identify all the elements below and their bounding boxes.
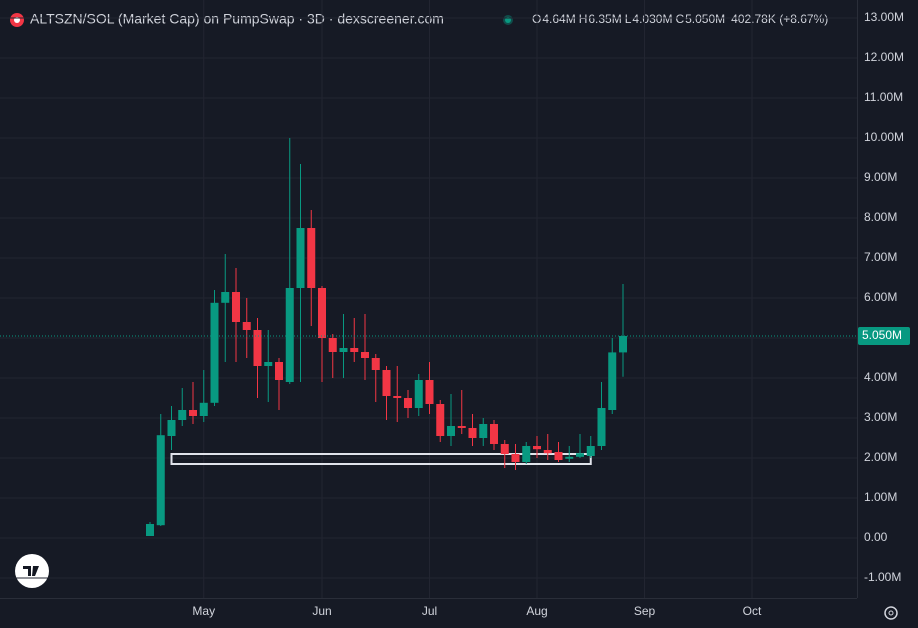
x-tick-label: Jun xyxy=(312,604,331,618)
y-tick-label: 12.00M xyxy=(864,50,904,64)
last-price-tag xyxy=(858,327,910,345)
candle-body xyxy=(597,408,606,446)
ohlc-change: 402.78K (+8.67%) xyxy=(731,12,828,26)
y-tick-label: 1.00M xyxy=(864,490,897,504)
candle-body xyxy=(457,426,466,428)
candle-body xyxy=(425,380,434,404)
candle-body xyxy=(543,450,552,454)
x-tick-label: Sep xyxy=(634,604,656,618)
candle-body xyxy=(318,288,326,338)
settings-button[interactable] xyxy=(884,606,898,620)
last-price-label: 5.050M xyxy=(862,328,902,342)
y-tick-label: 11.00M xyxy=(864,90,903,104)
y-tick-label: 4.00M xyxy=(864,370,897,384)
y-tick-label: 9.00M xyxy=(864,170,897,184)
y-tick-label: 13.00M xyxy=(864,10,904,24)
y-tick-label: 2.00M xyxy=(864,450,897,464)
candle-body xyxy=(339,348,348,352)
candle-body xyxy=(189,410,197,416)
candle-body xyxy=(232,292,240,322)
candle-body xyxy=(296,228,305,288)
candle-body xyxy=(576,453,584,457)
y-tick-label: -1.00M xyxy=(864,570,901,584)
logo-circle xyxy=(15,554,49,588)
candle-body xyxy=(490,424,498,444)
candle-body xyxy=(393,396,402,398)
candle-body xyxy=(619,336,627,353)
ohlc-key: H xyxy=(579,12,588,26)
y-tick-label: 7.00M xyxy=(864,250,897,264)
candle-body xyxy=(382,370,391,396)
candle-body xyxy=(468,428,477,438)
candle-body xyxy=(178,410,187,420)
candle-body xyxy=(511,454,520,462)
candle-body xyxy=(156,435,165,526)
candle-body xyxy=(533,446,541,450)
candle-body xyxy=(307,228,316,288)
candle-body xyxy=(371,358,380,370)
candle-body xyxy=(414,380,423,408)
candle-body xyxy=(436,404,445,436)
x-tick-label: May xyxy=(192,604,215,618)
ohlc-value: 4.64M xyxy=(542,12,575,26)
y-tick-label: 6.00M xyxy=(864,290,897,304)
ohlc-value: 6.35M xyxy=(588,12,621,26)
x-tick-label: Oct xyxy=(743,604,762,618)
candle-body xyxy=(350,348,359,352)
candle-body xyxy=(404,398,412,408)
candle-body xyxy=(328,338,337,352)
y-tick-label: 3.00M xyxy=(864,410,897,424)
candle-body xyxy=(285,288,294,382)
candle-body xyxy=(554,452,563,460)
candle-body xyxy=(447,426,455,436)
candle-body xyxy=(586,446,595,456)
candle-body xyxy=(221,292,230,303)
header-title: ALTSZN/SOL (Market Cap) on PumpSwap · 3D… xyxy=(30,11,444,27)
candle-body xyxy=(608,352,617,410)
candle-body xyxy=(522,446,531,462)
x-tick-label: Aug xyxy=(526,604,547,618)
y-tick-label: 8.00M xyxy=(864,210,897,224)
x-tick-label: Jul xyxy=(422,604,437,618)
logo xyxy=(15,554,49,588)
candle-body xyxy=(242,322,251,330)
candle-body xyxy=(479,424,488,438)
ohlc-value: 4.030M xyxy=(632,12,672,26)
candle-body xyxy=(253,330,262,366)
y-tick-label: 10.00M xyxy=(864,130,904,144)
logo-mark xyxy=(23,566,39,576)
candle-body xyxy=(565,456,574,459)
header: ALTSZN/SOL (Market Cap) on PumpSwap · 3D… xyxy=(10,11,828,27)
ohlc-key: L xyxy=(625,12,632,26)
grid xyxy=(0,0,857,598)
support-box xyxy=(170,453,592,465)
settings-icon[interactable] xyxy=(884,606,898,620)
candle-body xyxy=(167,420,176,436)
candle-body xyxy=(264,362,273,366)
candle-body xyxy=(146,524,154,536)
settings-icon-center[interactable] xyxy=(888,610,894,616)
y-tick-label: 0.00 xyxy=(864,530,888,544)
candle-body xyxy=(361,352,369,358)
ohlc-value: 5.050M xyxy=(685,12,725,26)
candle-body xyxy=(275,362,283,380)
candle-body xyxy=(500,444,509,454)
ohlc-key: C xyxy=(675,12,684,26)
candle-body xyxy=(210,302,219,403)
candle-body xyxy=(199,402,208,416)
